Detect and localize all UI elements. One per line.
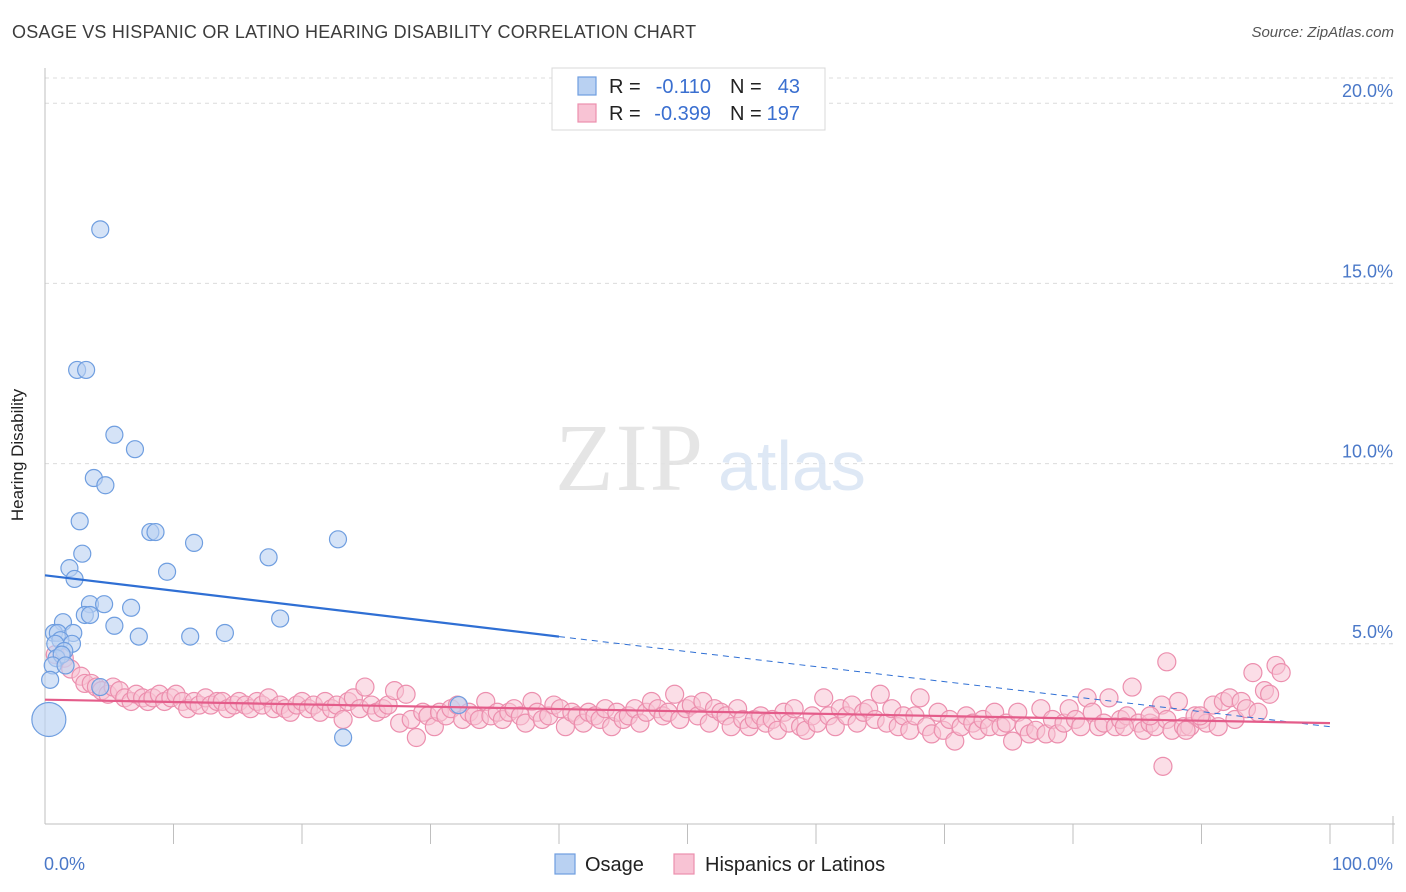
osage-point bbox=[70, 512, 89, 531]
legend-n-label: N = bbox=[730, 103, 762, 125]
legend-n-label: N = bbox=[730, 76, 762, 98]
osage-point bbox=[56, 656, 75, 675]
osage-point bbox=[105, 425, 124, 444]
hispanic-point bbox=[1122, 677, 1142, 697]
osage-point bbox=[80, 605, 100, 625]
osage-point bbox=[146, 522, 165, 542]
hispanic-point bbox=[1099, 688, 1119, 708]
chart-title: OSAGE VS HISPANIC OR LATINO HEARING DISA… bbox=[12, 22, 697, 42]
hispanic-trend-line bbox=[44, 698, 1331, 725]
osage-point bbox=[129, 627, 148, 646]
hispanic-point bbox=[1153, 756, 1173, 776]
watermark-atlas: atlas bbox=[718, 427, 866, 505]
x-tick-labels: 0.0% 100.0% bbox=[44, 854, 1393, 874]
hispanic-point bbox=[1157, 652, 1177, 672]
osage-point bbox=[157, 562, 177, 581]
bottom-legend: Osage Hispanics or Latinos bbox=[554, 853, 885, 876]
osage-point bbox=[328, 530, 348, 549]
legend-swatch bbox=[577, 103, 597, 123]
legend-n-value: 43 bbox=[778, 76, 800, 98]
osage-point bbox=[271, 609, 290, 628]
y-tick-label: 10.0% bbox=[1342, 442, 1393, 462]
legend-swatch bbox=[577, 76, 597, 96]
osage-point-large bbox=[31, 701, 67, 738]
hispanic-point bbox=[814, 688, 834, 708]
hispanic-point bbox=[1071, 717, 1091, 737]
trend-lines bbox=[44, 574, 1331, 728]
osage-point bbox=[125, 440, 145, 459]
osage-point bbox=[91, 677, 110, 697]
hispanic-point bbox=[1248, 702, 1268, 722]
x-tick-label-right: 100.0% bbox=[1332, 854, 1393, 874]
hispanic-point bbox=[665, 684, 685, 704]
hispanic-point bbox=[1243, 663, 1263, 683]
osage-point bbox=[259, 548, 278, 567]
hispanic-point bbox=[1190, 706, 1210, 726]
hispanic-point bbox=[1140, 706, 1160, 726]
hispanic-point bbox=[1260, 684, 1280, 704]
hispanic-point bbox=[406, 727, 426, 748]
osage-point bbox=[449, 695, 468, 715]
osage-point bbox=[121, 598, 141, 617]
legend-r-label: R = bbox=[609, 103, 641, 125]
osage-trend-line bbox=[44, 574, 560, 638]
chart-source: Source: ZipAtlas.com bbox=[1251, 24, 1394, 41]
hispanic-point bbox=[910, 688, 930, 708]
legend-r-label: R = bbox=[609, 76, 641, 98]
bottom-legend-swatch-osage bbox=[554, 853, 576, 875]
osage-point bbox=[105, 616, 124, 635]
osage-point bbox=[77, 360, 96, 380]
osage-point bbox=[181, 627, 200, 646]
legend-n-value: 197 bbox=[767, 103, 800, 125]
hispanic-point bbox=[870, 684, 890, 704]
watermark: ZIP atlas bbox=[555, 404, 866, 511]
osage-point bbox=[184, 533, 204, 552]
hispanic-point bbox=[333, 709, 353, 730]
hispanic-point bbox=[784, 699, 804, 719]
osage-point bbox=[334, 728, 353, 747]
osage-point bbox=[73, 544, 92, 563]
osage-point bbox=[95, 595, 114, 614]
osage-trend-extension bbox=[558, 636, 1331, 728]
bottom-legend-label-osage: Osage bbox=[585, 854, 644, 876]
osage-point bbox=[215, 623, 234, 643]
osage-point bbox=[96, 476, 115, 495]
y-tick-labels: 5.0% 10.0% 15.0% 20.0% bbox=[1342, 81, 1393, 642]
watermark-zip: ZIP bbox=[555, 404, 705, 511]
legend-r-value: -0.399 bbox=[654, 103, 711, 125]
hispanic-point bbox=[1114, 717, 1135, 737]
axes bbox=[44, 68, 1395, 844]
hispanic-point bbox=[1003, 731, 1023, 751]
hispanic-point bbox=[1271, 663, 1291, 683]
legend-r-value: -0.110 bbox=[656, 76, 711, 98]
hispanic-point bbox=[1176, 720, 1196, 740]
osage-point bbox=[91, 220, 110, 239]
osage-point bbox=[41, 670, 60, 689]
legend-frame bbox=[551, 67, 826, 131]
y-tick-label: 20.0% bbox=[1342, 81, 1393, 101]
hispanic-point bbox=[355, 677, 375, 697]
y-tick-label: 5.0% bbox=[1352, 622, 1393, 642]
x-tick-label-left: 0.0% bbox=[44, 854, 85, 874]
bottom-legend-swatch-hispanic bbox=[673, 853, 695, 875]
grid-lines bbox=[45, 77, 1395, 645]
legend-box: R = -0.110 N = 43 R = -0.399 N = 197 bbox=[551, 67, 826, 131]
hispanic-point bbox=[396, 684, 416, 704]
hispanic-point bbox=[1168, 691, 1188, 712]
y-tick-label: 15.0% bbox=[1342, 261, 1393, 281]
bottom-legend-label-hispanic: Hispanics or Latinos bbox=[705, 854, 885, 876]
osage-points bbox=[31, 220, 468, 747]
